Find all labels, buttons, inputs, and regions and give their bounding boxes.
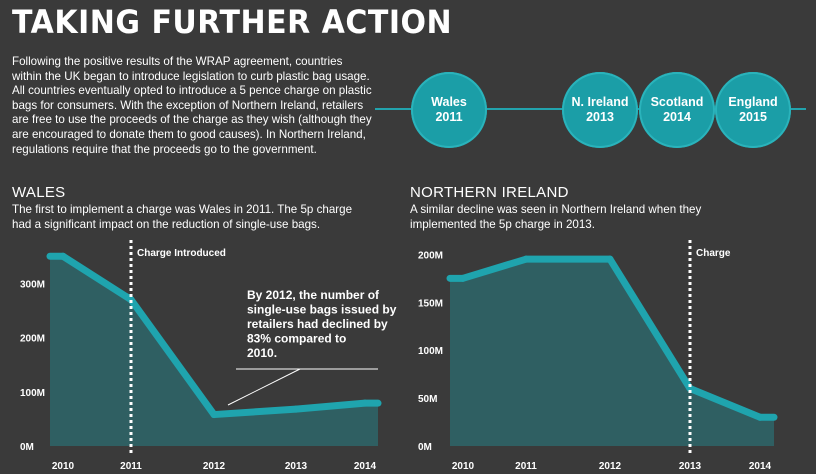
wales-annotation-line: 2010. xyxy=(247,346,277,360)
timeline-circle-scotland: Scotland 2014 xyxy=(639,72,715,148)
timeline-country: Scotland xyxy=(650,95,704,109)
ni-y-tick-label: 200M xyxy=(418,250,443,261)
wales-annotation-line: retailers had declined by xyxy=(247,317,388,331)
wales-x-tick-label: 2010 xyxy=(52,461,75,472)
wales-annotation-pointer xyxy=(227,368,301,406)
ni-line-segment xyxy=(459,255,530,282)
wales-heading: WALES xyxy=(12,184,66,201)
page-title: TAKING FURTHER ACTION xyxy=(12,4,453,42)
wales-x-tick-label: 2013 xyxy=(285,461,308,472)
wales-line-segment xyxy=(127,296,218,419)
ni-x-tick-label: 2014 xyxy=(749,461,772,472)
ni-y-tick-label: 150M xyxy=(418,298,443,309)
ni-y-tick-label: 50M xyxy=(418,394,437,405)
timeline-circle-wales: Wales 2011 xyxy=(411,72,487,148)
wales-annotation-line: single-use bags issued by xyxy=(247,303,397,317)
ni-chart: 0M 50M 100M 150M 200M 2010 2011 2012 2013 2014 Cha… xyxy=(418,240,778,472)
wales-y-tick-label: 0M xyxy=(20,442,34,453)
wales-x-tick-label: 2014 xyxy=(354,461,377,472)
ni-x-tick-label: 2011 xyxy=(515,461,537,472)
ni-x-tick-label: 2012 xyxy=(599,461,622,472)
timeline-circle-england: England 2015 xyxy=(715,72,791,148)
ni-line-segment xyxy=(606,255,694,393)
wales-y-tick-label: 200M xyxy=(20,334,45,345)
intro-paragraph: Following the positive results of the WR… xyxy=(12,55,372,156)
wales-line-segment xyxy=(210,405,300,419)
wales-y-tick-label: 300M xyxy=(20,279,45,290)
timeline-year: 2015 xyxy=(739,110,767,124)
timeline-year: 2013 xyxy=(586,110,614,124)
wales-x-tick-label: 2012 xyxy=(203,461,226,472)
timeline-country: Wales xyxy=(431,95,467,109)
ni-y-tick-label: 0M xyxy=(418,442,432,453)
timeline-country: N. Ireland xyxy=(571,95,629,109)
ni-y-tick-label: 100M xyxy=(418,346,443,357)
timeline-country: England xyxy=(728,95,778,109)
ni-line-segment xyxy=(686,385,764,421)
ni-charge-marker-label: Charge xyxy=(696,248,731,259)
wales-y-tick-label: 100M xyxy=(20,388,45,399)
ni-x-tick-label: 2010 xyxy=(452,461,475,472)
timeline-circle-n-ireland: N. Ireland 2013 xyxy=(562,72,638,148)
wales-annotation-text: By 2012, the number of single-use bags is… xyxy=(247,288,397,360)
wales-line-segment xyxy=(292,399,369,413)
timeline-year: 2014 xyxy=(663,110,691,124)
wales-charge-marker-label: Charge Introduced xyxy=(137,248,226,259)
wales-annotation-line: By 2012, the number of xyxy=(247,288,380,302)
ni-description: A similar decline was seen in Northern I… xyxy=(410,203,702,231)
ni-area xyxy=(450,259,774,446)
wales-chart: 0M 100M 200M 300M 2010 2011 2012 2013 2014 Charge… xyxy=(20,240,397,472)
wales-description: The first to implement a charge was Wale… xyxy=(12,203,353,231)
ni-heading: NORTHERN IRELAND xyxy=(410,184,569,201)
wales-annotation-line: 83% compared to xyxy=(247,332,346,346)
timeline-year: 2011 xyxy=(435,110,463,124)
wales-line-segment xyxy=(59,252,135,304)
wales-x-tick-label: 2011 xyxy=(120,461,142,472)
ni-x-tick-label: 2013 xyxy=(679,461,702,472)
